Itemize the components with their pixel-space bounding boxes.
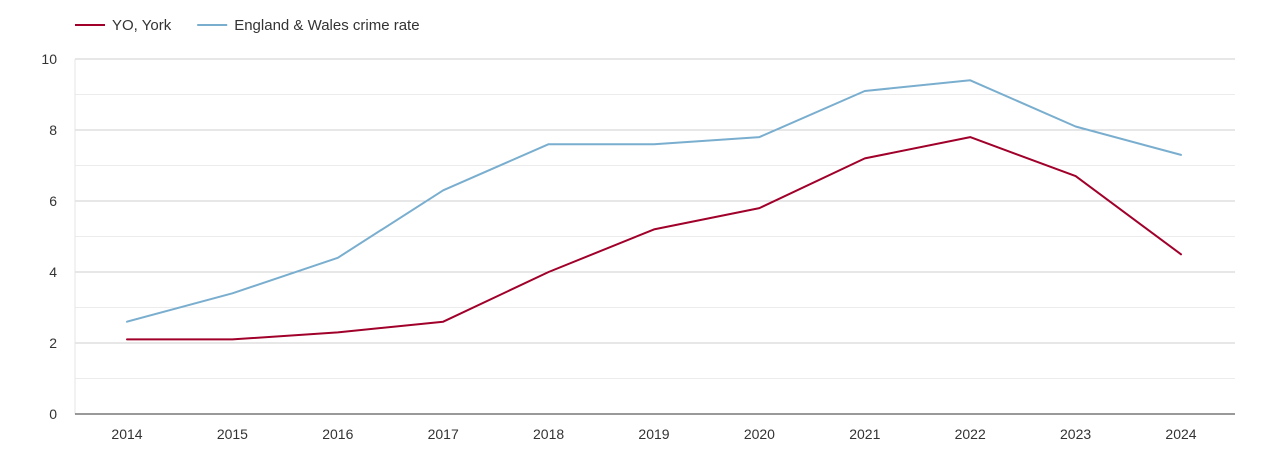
x-tick-label: 2021 (849, 426, 880, 442)
data-point[interactable] (229, 290, 235, 296)
data-point[interactable] (1073, 173, 1079, 179)
legend-label: England & Wales crime rate (234, 17, 419, 34)
series-line-0[interactable] (126, 136, 1182, 341)
data-point[interactable] (862, 155, 868, 161)
x-tick-label: 2020 (744, 426, 775, 442)
series-line-1[interactable] (126, 79, 1182, 323)
data-point[interactable] (1073, 123, 1079, 129)
data-point[interactable] (862, 88, 868, 94)
data-point[interactable] (756, 205, 762, 211)
x-tick-label: 2022 (955, 426, 986, 442)
x-tick-label: 2014 (111, 426, 142, 442)
data-point[interactable] (335, 255, 341, 261)
y-tick-label: 0 (49, 406, 57, 422)
data-point[interactable] (440, 187, 446, 193)
legend: YO, York England & Wales crime rate (75, 17, 420, 34)
data-point[interactable] (651, 141, 657, 147)
legend-label: YO, York (112, 17, 172, 34)
data-point[interactable] (967, 77, 973, 83)
x-tick-label: 2024 (1165, 426, 1196, 442)
data-point[interactable] (229, 336, 235, 342)
data-point[interactable] (1178, 251, 1184, 257)
data-point[interactable] (967, 134, 973, 140)
y-tick-label: 6 (49, 193, 57, 209)
data-point[interactable] (335, 329, 341, 335)
data-point[interactable] (651, 226, 657, 232)
x-tick-label: 2018 (533, 426, 564, 442)
x-tick-label: 2019 (638, 426, 669, 442)
x-tick-label: 2017 (428, 426, 459, 442)
data-point[interactable] (124, 336, 130, 342)
axes: 0 2 4 6 8 10 2014 2015 2016 2017 2018 2019 2020 2021 2… (41, 51, 1235, 442)
data-point[interactable] (124, 319, 130, 325)
legend-item-0[interactable]: YO, York (75, 17, 172, 34)
data-point[interactable] (546, 141, 552, 147)
data-point[interactable] (1178, 152, 1184, 158)
x-tick-label: 2016 (322, 426, 353, 442)
series-lines (124, 77, 1184, 342)
data-point[interactable] (546, 269, 552, 275)
data-point[interactable] (440, 319, 446, 325)
y-tick-label: 2 (49, 335, 57, 351)
y-tick-label: 10 (41, 51, 57, 67)
y-tick-label: 4 (49, 264, 57, 280)
legend-item-1[interactable]: England & Wales crime rate (197, 17, 420, 34)
grid-lines (75, 58, 1235, 379)
data-point[interactable] (756, 134, 762, 140)
x-tick-label: 2015 (217, 426, 248, 442)
y-tick-label: 8 (49, 122, 57, 138)
x-tick-label: 2023 (1060, 426, 1091, 442)
